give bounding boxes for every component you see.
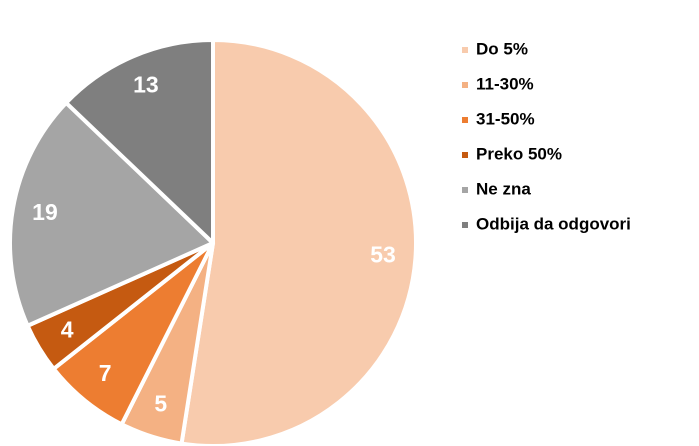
legend-label: 11-30% bbox=[476, 74, 534, 93]
legend-label: Ne zna bbox=[476, 179, 531, 198]
legend-swatch bbox=[462, 222, 468, 228]
legend-label: 31-50% bbox=[476, 109, 535, 128]
legend-swatch bbox=[462, 152, 468, 158]
legend-label: Preko 50% bbox=[476, 144, 562, 163]
data-label: 19 bbox=[32, 199, 58, 225]
legend-label: Do 5% bbox=[476, 39, 528, 58]
pie-slice bbox=[179, 38, 418, 446]
legend-swatch bbox=[462, 47, 468, 53]
data-label: 13 bbox=[133, 71, 159, 97]
legend-swatch bbox=[462, 117, 468, 123]
data-label: 53 bbox=[370, 241, 396, 267]
data-label: 7 bbox=[99, 360, 112, 386]
legend-swatch bbox=[462, 187, 468, 193]
data-label: 4 bbox=[61, 316, 74, 342]
pie-slice bbox=[64, 38, 215, 245]
pie-slice bbox=[8, 100, 215, 328]
legend-swatch bbox=[462, 82, 468, 88]
legend-label: Odbija da odgovori bbox=[476, 214, 631, 233]
data-label: 5 bbox=[154, 390, 167, 416]
